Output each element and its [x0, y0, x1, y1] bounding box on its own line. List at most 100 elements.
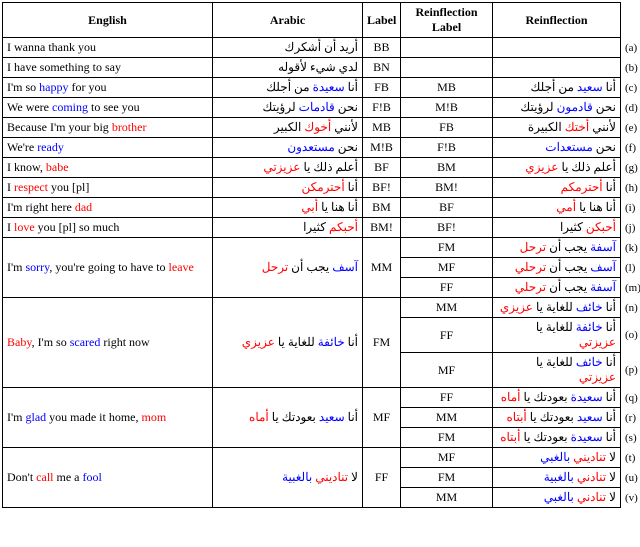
cell-reinf-label: MM	[401, 488, 493, 508]
cell-label: FF	[363, 448, 401, 508]
cell-arabic: لدي شيء لأقوله	[213, 58, 363, 78]
row-letter: (l)	[621, 258, 639, 278]
table-row: I'm glad you made it home, momأنا سعيد ب…	[3, 388, 639, 408]
cell-label: BN	[363, 58, 401, 78]
cell-arabic: أعلم ذلك يا عزيزتي	[213, 158, 363, 178]
row-letter: (s)	[621, 428, 639, 448]
row-letter: (m)	[621, 278, 639, 298]
row-letter: (a)	[621, 38, 639, 58]
header-reinflection: Reinflection	[493, 3, 621, 38]
cell-reinf-label: MM	[401, 408, 493, 428]
table-row: Because I'm your big brotherلأنني أخوك ا…	[3, 118, 639, 138]
cell-english: I'm glad you made it home, mom	[3, 388, 213, 448]
cell-english: I wanna thank you	[3, 38, 213, 58]
cell-reinf-label: MF	[401, 448, 493, 468]
table-row: I respect you [pl]أنا أحترمكنBF!BM!أنا أ…	[3, 178, 639, 198]
cell-reinflection: أنا سعيد بعودتك يا أبتاه	[493, 408, 621, 428]
row-letter: (k)	[621, 238, 639, 258]
header-letter	[621, 3, 639, 38]
cell-reinflection: نحن قادمون لرؤيتك	[493, 98, 621, 118]
cell-reinflection: أنا خائف للغاية يا عزيزتي	[493, 353, 621, 388]
cell-arabic: نحن قادمات لرؤيتك	[213, 98, 363, 118]
cell-reinf-label: BF!	[401, 218, 493, 238]
cell-reinflection: أعلم ذلك يا عزيزي	[493, 158, 621, 178]
cell-english: I'm right here dad	[3, 198, 213, 218]
row-letter: (o)	[621, 318, 639, 353]
cell-arabic: أنا سعيدة من أجلك	[213, 78, 363, 98]
table-row: Baby, I'm so scared right nowأنا خائفة ل…	[3, 298, 639, 318]
cell-arabic: نحن مستعدون	[213, 138, 363, 158]
cell-reinf-label: BM!	[401, 178, 493, 198]
cell-english: I respect you [pl]	[3, 178, 213, 198]
cell-reinflection	[493, 38, 621, 58]
row-letter: (v)	[621, 488, 639, 508]
cell-reinflection: أنا سعيد من أجلك	[493, 78, 621, 98]
table-row: Don't call me a foolلا تناديني بالغبيةFF…	[3, 448, 639, 468]
cell-reinf-label: FM	[401, 238, 493, 258]
cell-reinflection: أنا سعيدة بعودتك يا أبتاه	[493, 428, 621, 448]
cell-reinf-label: FF	[401, 388, 493, 408]
row-letter: (n)	[621, 298, 639, 318]
cell-reinf-label: BF	[401, 198, 493, 218]
cell-english: We're ready	[3, 138, 213, 158]
row-letter: (u)	[621, 468, 639, 488]
table-row: I have something to sayلدي شيء لأقولهBN (…	[3, 58, 639, 78]
cell-reinflection: لا تنادني بالغبي	[493, 488, 621, 508]
cell-reinf-label: MF	[401, 353, 493, 388]
table-row: I love you [pl] so muchأحبكم كثيراBM!BF!…	[3, 218, 639, 238]
cell-arabic: أنا خائفة للغاية يا عزيزي	[213, 298, 363, 388]
header-row: English Arabic Label Reinflection Label …	[3, 3, 639, 38]
cell-reinf-label: F!B	[401, 138, 493, 158]
row-letter: (e)	[621, 118, 639, 138]
row-letter: (q)	[621, 388, 639, 408]
cell-label: BF	[363, 158, 401, 178]
cell-arabic: أريد أن أشكرك	[213, 38, 363, 58]
cell-reinf-label: MB	[401, 78, 493, 98]
cell-english: I'm sorry, you're going to have to leave	[3, 238, 213, 298]
row-letter: (c)	[621, 78, 639, 98]
cell-reinflection: أنا هنا يا أمي	[493, 198, 621, 218]
table-row: I know, babeأعلم ذلك يا عزيزتيBFBMأعلم ذ…	[3, 158, 639, 178]
reinflection-table: English Arabic Label Reinflection Label …	[2, 2, 639, 508]
row-letter: (j)	[621, 218, 639, 238]
cell-reinf-label: MF	[401, 258, 493, 278]
table-row: I'm sorry, you're going to have to leave…	[3, 238, 639, 258]
cell-reinf-label	[401, 38, 493, 58]
cell-label: BF!	[363, 178, 401, 198]
cell-label: M!B	[363, 138, 401, 158]
header-english: English	[3, 3, 213, 38]
cell-reinflection: أنا خائف للغاية يا عزيزي	[493, 298, 621, 318]
cell-reinf-label: FM	[401, 468, 493, 488]
cell-arabic: أنا هنا يا أبي	[213, 198, 363, 218]
cell-arabic: أنا أحترمكن	[213, 178, 363, 198]
row-letter: (d)	[621, 98, 639, 118]
cell-english: I know, babe	[3, 158, 213, 178]
cell-reinflection: آسفة يجب أن ترحلي	[493, 278, 621, 298]
header-arabic: Arabic	[213, 3, 363, 38]
cell-reinf-label: FB	[401, 118, 493, 138]
cell-arabic: أحبكم كثيرا	[213, 218, 363, 238]
cell-reinf-label: M!B	[401, 98, 493, 118]
cell-reinflection	[493, 58, 621, 78]
table-row: I'm so happy for youأنا سعيدة من أجلكFBM…	[3, 78, 639, 98]
cell-label: MM	[363, 238, 401, 298]
cell-reinflection: نحن مستعدات	[493, 138, 621, 158]
row-letter: (b)	[621, 58, 639, 78]
cell-arabic: لأنني أخوك الكبير	[213, 118, 363, 138]
cell-label: BM!	[363, 218, 401, 238]
row-letter: (p)	[621, 353, 639, 388]
cell-label: MB	[363, 118, 401, 138]
cell-arabic: آسف يجب أن ترحل	[213, 238, 363, 298]
table-row: I'm right here dadأنا هنا يا أبيBMBFأنا …	[3, 198, 639, 218]
cell-reinf-label: BM	[401, 158, 493, 178]
cell-reinflection: لا تناديني بالغبي	[493, 448, 621, 468]
cell-label: F!B	[363, 98, 401, 118]
cell-english: We were coming to see you	[3, 98, 213, 118]
cell-english: Don't call me a fool	[3, 448, 213, 508]
cell-english: I have something to say	[3, 58, 213, 78]
cell-label: BB	[363, 38, 401, 58]
cell-reinflection: أحبكن كثيرا	[493, 218, 621, 238]
cell-english: Because I'm your big brother	[3, 118, 213, 138]
cell-english: I'm so happy for you	[3, 78, 213, 98]
row-letter: (t)	[621, 448, 639, 468]
